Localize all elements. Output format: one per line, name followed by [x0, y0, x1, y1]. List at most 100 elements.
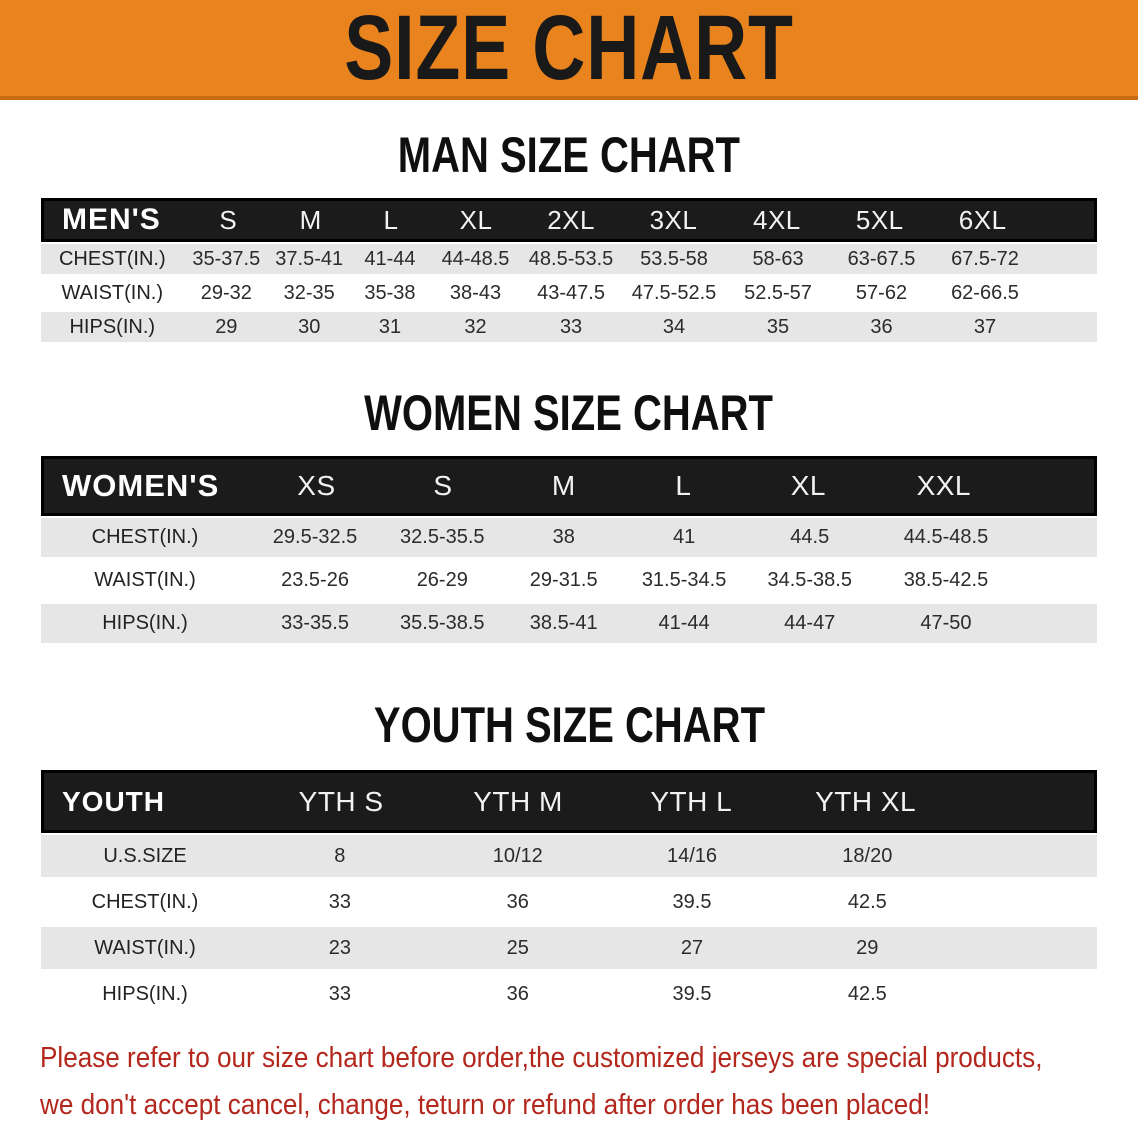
table-cell: 34.5-38.5 — [767, 569, 852, 591]
table-cell: 53.5-58 — [640, 247, 708, 270]
women-table-header-row: WOMEN'S XS S M L XL XXL — [41, 456, 1097, 516]
row-label: HIPS(IN.) — [102, 982, 188, 1005]
table-cell: 10/12 — [492, 844, 543, 867]
youth-chest-row: CHEST(IN.) 33 36 39.5 42.5 — [41, 881, 1097, 923]
youth-size-col-l: YTH L — [650, 785, 733, 817]
table-cell: 35 — [766, 315, 790, 338]
table-cell: 41 — [672, 526, 696, 548]
men-table-header-label: MEN'S — [62, 203, 161, 236]
row-label: HIPS(IN.) — [102, 612, 188, 634]
men-size-col-4xl: 4XL — [752, 204, 801, 235]
men-size-col-2xl: 2XL — [547, 204, 595, 235]
table-cell: 57-62 — [855, 281, 908, 304]
women-section-title: WOMEN SIZE CHART — [0, 386, 1138, 440]
youth-size-table: YOUTH YTH S YTH M YTH L YTH XL U.S.SIZE … — [41, 770, 1097, 1015]
table-cell: 58-63 — [752, 247, 804, 270]
disclaimer-line-1: Please refer to our size chart before or… — [40, 1042, 1043, 1074]
table-cell: 52.5-57 — [744, 281, 812, 304]
table-cell: 32.5-35.5 — [400, 526, 485, 548]
table-cell: 63-67.5 — [847, 247, 916, 270]
men-size-col-6xl: 6XL — [958, 204, 1007, 235]
table-cell: 18/20 — [842, 844, 893, 867]
women-waist-row: WAIST(IN.) 23.5-26 26-29 29-31.5 31.5-34… — [41, 561, 1097, 600]
row-label: U.S.SIZE — [103, 844, 187, 867]
table-cell: 39.5 — [672, 890, 712, 913]
youth-size-col-xl: YTH XL — [815, 785, 917, 817]
table-cell: 29-31.5 — [529, 569, 598, 591]
women-size-table: WOMEN'S XS S M L XL XXL CHEST(IN.) 29.5-… — [41, 456, 1097, 643]
row-label: CHEST(IN.) — [91, 526, 199, 548]
table-cell: 36 — [506, 890, 529, 913]
table-cell: 33 — [328, 890, 351, 913]
youth-size-col-s: YTH S — [298, 785, 384, 817]
row-label: HIPS(IN.) — [69, 315, 156, 338]
men-table-header-row: MEN'S S M L XL 2XL 3XL 4XL 5XL 6XL — [41, 198, 1097, 242]
table-cell: 31.5-34.5 — [641, 569, 727, 591]
table-cell: 44-48.5 — [441, 247, 510, 270]
youth-section-title: YOUTH SIZE CHART — [0, 698, 1138, 752]
table-cell: 38 — [552, 526, 575, 548]
table-cell: 35-37.5 — [192, 247, 261, 270]
table-cell: 35.5-38.5 — [400, 612, 485, 634]
table-cell: 44-47 — [784, 612, 836, 634]
table-cell: 27 — [680, 936, 704, 959]
table-cell: 42.5 — [847, 890, 887, 913]
youth-table-header-row: YOUTH YTH S YTH M YTH L YTH XL — [41, 770, 1097, 833]
table-cell: 41-44 — [658, 612, 710, 634]
table-cell: 29 — [215, 315, 238, 338]
banner-title: SIZE CHART — [344, 0, 794, 99]
table-cell: 43-47.5 — [537, 281, 605, 304]
youth-table-header-label: YOUTH — [62, 785, 165, 817]
men-section-title-text: MAN SIZE CHART — [397, 127, 741, 183]
table-cell: 32-35 — [283, 281, 335, 304]
table-cell: 39.5 — [672, 982, 712, 1005]
table-cell: 34 — [662, 315, 686, 338]
table-cell: 35-38 — [364, 281, 416, 304]
youth-hips-row: HIPS(IN.) 33 36 39.5 42.5 — [41, 973, 1097, 1015]
row-label: CHEST(IN.) — [58, 247, 166, 270]
men-size-col-s: S — [219, 204, 238, 235]
men-chest-row: CHEST(IN.) 35-37.5 37.5-41 41-44 44-48.5… — [41, 244, 1097, 274]
table-cell: 29.5-32.5 — [272, 526, 358, 548]
table-cell: 48.5-53.5 — [528, 247, 614, 270]
table-cell: 37.5-41 — [275, 247, 344, 270]
men-size-col-xl: XL — [459, 204, 493, 235]
women-size-col-m: M — [551, 470, 576, 501]
table-cell: 41-44 — [364, 247, 416, 270]
men-size-col-5xl: 5XL — [855, 204, 904, 235]
table-cell: 62-66.5 — [951, 281, 1019, 304]
table-cell: 23.5-26 — [281, 569, 349, 591]
table-cell: 47.5-52.5 — [631, 281, 717, 304]
table-cell: 33-35.5 — [281, 612, 349, 634]
table-cell: 25 — [506, 936, 529, 959]
youth-ussize-row: U.S.SIZE 8 10/12 14/16 18/20 — [41, 835, 1097, 877]
disclaimer-line-2: we don't accept cancel, change, teturn o… — [40, 1089, 931, 1121]
men-size-table: MEN'S S M L XL 2XL 3XL 4XL 5XL 6XL CHEST… — [41, 198, 1097, 342]
youth-section-title-text: YOUTH SIZE CHART — [373, 697, 765, 753]
men-size-col-3xl: 3XL — [649, 204, 698, 235]
men-size-col-m: M — [299, 204, 322, 235]
men-hips-row: HIPS(IN.) 29 30 31 32 33 34 35 36 37 — [41, 312, 1097, 342]
women-chest-row: CHEST(IN.) 29.5-32.5 32.5-35.5 38 41 44.… — [41, 518, 1097, 557]
table-cell: 14/16 — [666, 844, 718, 867]
women-size-col-xxl: XXL — [916, 470, 972, 501]
table-cell: 23 — [328, 936, 351, 959]
women-table-header-label: WOMEN'S — [62, 468, 220, 503]
table-cell: 8 — [334, 844, 346, 867]
women-size-col-xl: XL — [790, 470, 826, 501]
row-label: WAIST(IN.) — [94, 569, 196, 591]
table-cell: 44.5-48.5 — [903, 526, 989, 548]
women-hips-row: HIPS(IN.) 33-35.5 35.5-38.5 38.5-41 41-4… — [41, 604, 1097, 643]
table-cell: 30 — [298, 315, 321, 338]
table-cell: 36 — [870, 315, 893, 338]
table-cell: 32 — [464, 315, 487, 338]
table-cell: 36 — [506, 982, 529, 1005]
table-cell: 44.5 — [790, 526, 830, 548]
women-size-col-s: S — [433, 470, 453, 501]
youth-waist-row: WAIST(IN.) 23 25 27 29 — [41, 927, 1097, 969]
order-disclaimer: Please refer to our size chart before or… — [40, 1035, 1138, 1129]
table-cell: 37 — [973, 315, 997, 338]
women-size-col-xs: XS — [297, 470, 336, 501]
men-waist-row: WAIST(IN.) 29-32 32-35 35-38 38-43 43-47… — [41, 278, 1097, 308]
table-cell: 38.5-41 — [529, 612, 598, 634]
